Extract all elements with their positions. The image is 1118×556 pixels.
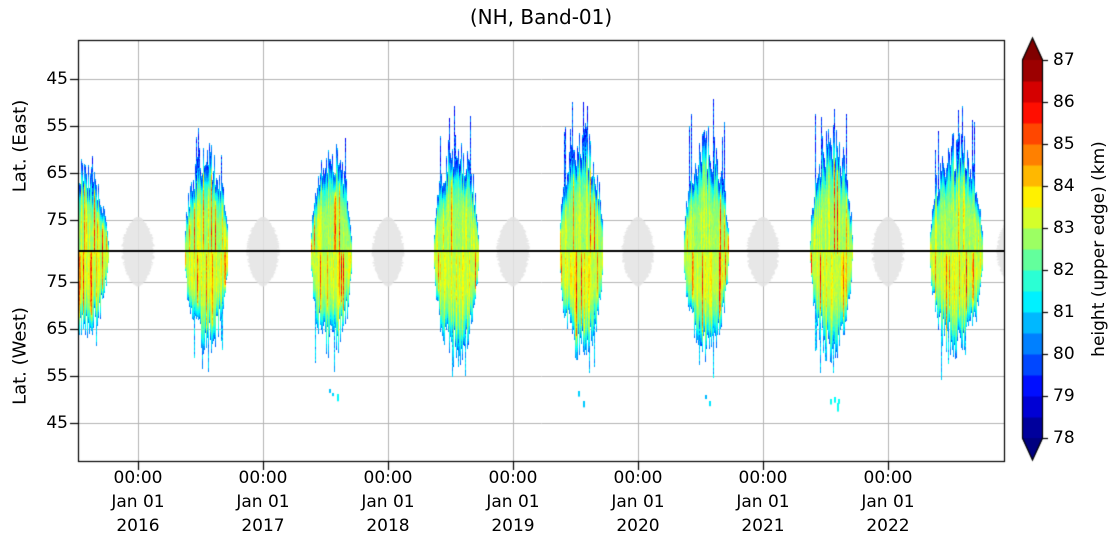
- colorbar-label: height (upper edge) (km): [1089, 141, 1109, 357]
- y-tick-label-east-65: 65: [46, 163, 68, 183]
- colorbar-tick-85: 85: [1053, 134, 1075, 154]
- x-tick-label-2018: 00:00 Jan 01 2018: [361, 468, 415, 536]
- colorbar-tick-87: 87: [1053, 50, 1075, 70]
- y-tick-label-east-55: 55: [46, 116, 68, 136]
- y-tick-label-east-45: 45: [46, 69, 68, 89]
- colorbar-tick-80: 80: [1053, 344, 1075, 364]
- x-tick-label-2022: 00:00 Jan 01 2022: [861, 468, 915, 536]
- colorbar-tick-78: 78: [1053, 428, 1075, 448]
- y-tick-label-east-75: 75: [46, 210, 68, 230]
- colorbar-tick-82: 82: [1053, 260, 1075, 280]
- colorbar-tick-83: 83: [1053, 218, 1075, 238]
- x-tick-label-2020: 00:00 Jan 01 2020: [611, 468, 665, 536]
- x-tick-label-2019: 00:00 Jan 01 2019: [486, 468, 540, 536]
- y-tick-label-west-45: 45: [46, 413, 68, 433]
- colorbar-tick-79: 79: [1053, 386, 1075, 406]
- colorbar-tick-81: 81: [1053, 302, 1075, 322]
- chart-title: (NH, Band-01): [469, 5, 613, 29]
- y-tick-label-west-55: 55: [46, 366, 68, 386]
- colorbar-tick-86: 86: [1053, 92, 1075, 112]
- y-tick-label-west-75: 75: [46, 272, 68, 292]
- y-tick-label-west-65: 65: [46, 319, 68, 339]
- x-tick-label-2021: 00:00 Jan 01 2021: [736, 468, 790, 536]
- x-tick-label-2017: 00:00 Jan 01 2017: [236, 468, 290, 536]
- x-tick-label-2016: 00:00 Jan 01 2016: [111, 468, 165, 536]
- colorbar-tick-84: 84: [1053, 176, 1075, 196]
